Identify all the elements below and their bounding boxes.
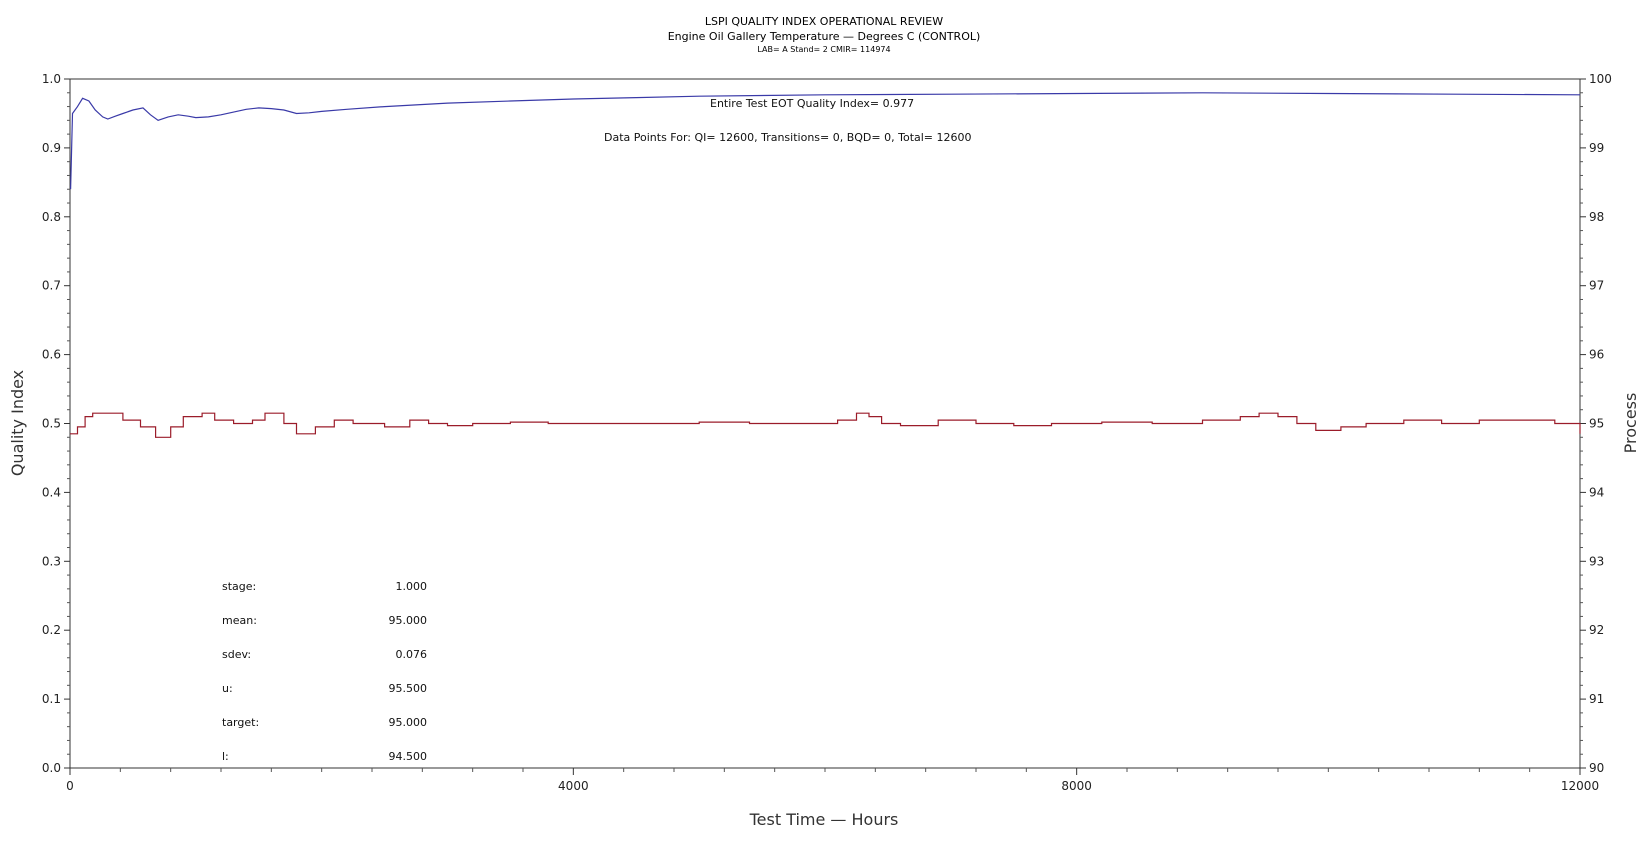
y-tick-label: 0.8 bbox=[42, 210, 61, 224]
stat-value: 95.000 bbox=[389, 614, 428, 627]
y2-tick-label: 93 bbox=[1589, 554, 1604, 568]
y2-tick-label: 99 bbox=[1589, 141, 1604, 155]
stats-table: stage: 1.000 mean: 95.000 sdev: 0.076 u: 95.500… bbox=[222, 580, 427, 763]
stat-value: 94.500 bbox=[389, 750, 428, 763]
stat-label: u: bbox=[222, 682, 233, 695]
y-axis-label: Quality Index bbox=[8, 370, 27, 476]
y2-axis-label: Process bbox=[1621, 393, 1640, 454]
stat-label: stage: bbox=[222, 580, 256, 593]
y2-tick-label: 94 bbox=[1589, 485, 1604, 499]
y2-tick-label: 90 bbox=[1589, 761, 1604, 775]
y-tick-label: 0.4 bbox=[42, 485, 61, 499]
chart-subtitle: Engine Oil Gallery Temperature — Degrees… bbox=[668, 30, 981, 43]
stat-value: 95.500 bbox=[389, 682, 428, 695]
x-tick-label: 4000 bbox=[558, 779, 589, 793]
x-tick-label: 12000 bbox=[1561, 779, 1599, 793]
stat-label: l: bbox=[222, 750, 229, 763]
y2-tick-label: 98 bbox=[1589, 210, 1604, 224]
stat-label: mean: bbox=[222, 614, 257, 627]
right-axis: 90 91 92 93 94 95 96 97 98 99 100 bbox=[1580, 72, 1612, 775]
left-axis: 0.0 0.1 0.2 0.3 0.4 0.5 0.6 0.7 0.8 0.9 1.0 bbox=[42, 72, 70, 775]
stat-value: 95.000 bbox=[389, 716, 428, 729]
y-tick-label: 0.3 bbox=[42, 554, 61, 568]
chart-subtitle-2: LAB= A Stand= 2 CMIR= 114974 bbox=[757, 45, 890, 54]
y-tick-label: 0.5 bbox=[42, 417, 61, 431]
annotation-points: Data Points For: QI= 12600, Transitions=… bbox=[604, 131, 972, 144]
y2-tick-label: 91 bbox=[1589, 692, 1604, 706]
stat-value: 1.000 bbox=[396, 580, 428, 593]
x-tick-label: 8000 bbox=[1061, 779, 1092, 793]
stat-label: sdev: bbox=[222, 648, 251, 661]
y2-tick-label: 95 bbox=[1589, 417, 1604, 431]
series-layer bbox=[70, 92, 1581, 438]
series-line-1 bbox=[70, 412, 1581, 438]
y-tick-label: 0.7 bbox=[42, 279, 61, 293]
x-axis-label: Test Time — Hours bbox=[749, 810, 899, 829]
y2-tick-label: 100 bbox=[1589, 72, 1612, 86]
y-tick-label: 0.6 bbox=[42, 348, 61, 362]
annotation-qi: Entire Test EOT Quality Index= 0.977 bbox=[710, 97, 914, 110]
series-line-0 bbox=[70, 92, 1581, 190]
y-tick-label: 0.9 bbox=[42, 141, 61, 155]
y-tick-label: 0.1 bbox=[42, 692, 61, 706]
y-tick-label: 0.2 bbox=[42, 623, 61, 637]
stat-value: 0.076 bbox=[396, 648, 428, 661]
y-tick-label: 1.0 bbox=[42, 72, 61, 86]
chart-title: LSPI QUALITY INDEX OPERATIONAL REVIEW bbox=[705, 15, 943, 28]
stat-label: target: bbox=[222, 716, 259, 729]
y2-tick-label: 92 bbox=[1589, 623, 1604, 637]
y2-tick-label: 97 bbox=[1589, 279, 1604, 293]
y-tick-label: 0.0 bbox=[42, 761, 61, 775]
x-tick-label: 0 bbox=[66, 779, 74, 793]
bottom-axis: 0 4000 8000 12000 bbox=[66, 768, 1599, 793]
y2-tick-label: 96 bbox=[1589, 348, 1604, 362]
